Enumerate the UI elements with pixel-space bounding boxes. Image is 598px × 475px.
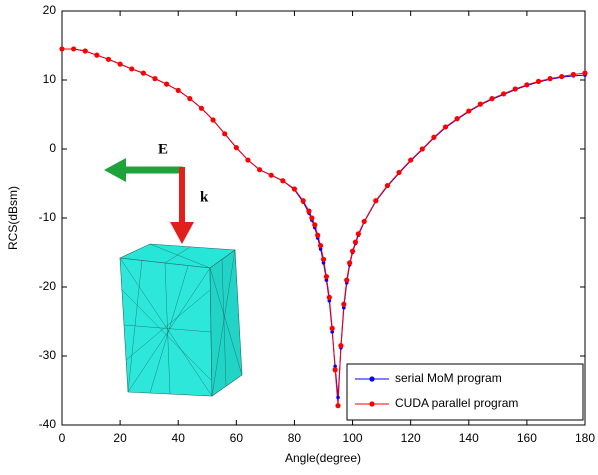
series-point (312, 222, 317, 227)
e-label: E (158, 141, 168, 157)
y-tick-label: -40 (39, 417, 57, 431)
series-point (280, 178, 285, 183)
x-tick-label: 180 (575, 431, 595, 445)
series-point (341, 302, 346, 307)
series-point (333, 367, 338, 372)
series-point (385, 183, 390, 188)
x-tick-label: 0 (59, 431, 66, 445)
series-point (234, 145, 239, 150)
series-point (466, 108, 471, 113)
series-point (164, 82, 169, 87)
y-tick-label: 0 (49, 141, 56, 155)
x-tick-label: 20 (113, 431, 127, 445)
series-point (222, 131, 227, 136)
x-tick-label: 100 (343, 431, 363, 445)
series-point (536, 79, 541, 84)
series-point (269, 173, 274, 178)
x-tick-label: 40 (172, 431, 186, 445)
y-axis-label: RCS(dBsm) (6, 186, 20, 250)
series-point (336, 396, 340, 400)
series-point (353, 240, 358, 245)
series-point (408, 157, 413, 162)
series-point (420, 146, 425, 151)
y-tick-label: -10 (39, 210, 57, 224)
series-point (571, 72, 576, 77)
series-point (187, 96, 192, 101)
series-point (199, 106, 204, 111)
series-point (59, 46, 64, 51)
series-point (431, 135, 436, 140)
series-point (344, 278, 349, 283)
series-point (152, 76, 157, 81)
series-point (309, 215, 314, 220)
legend-label: serial MoM program (395, 371, 502, 385)
x-tick-label: 80 (288, 431, 302, 445)
series-point (478, 102, 483, 107)
x-tick-label: 120 (401, 431, 421, 445)
series-point (582, 71, 587, 76)
series-point (356, 231, 361, 236)
series-point (141, 71, 146, 76)
series-point (501, 91, 506, 96)
series-point (292, 186, 297, 191)
series-point (321, 257, 326, 262)
series-point (327, 295, 332, 300)
series-point (210, 117, 215, 122)
x-tick-label: 160 (517, 431, 537, 445)
series-point (559, 74, 564, 79)
series-point (315, 233, 320, 238)
series-point (443, 124, 448, 129)
series-point (350, 249, 355, 254)
y-tick-label: -20 (39, 279, 57, 293)
x-tick-label: 140 (459, 431, 479, 445)
series-point (306, 209, 311, 214)
series-point (129, 66, 134, 71)
series-point (396, 170, 401, 175)
series-point (83, 48, 88, 53)
legend-label: CUDA parallel program (395, 396, 518, 410)
chart: E k Angle(degree) RCS(dBsm) 020406080100… (0, 0, 598, 470)
series-point (324, 274, 329, 279)
series-point (106, 57, 111, 62)
series-point (176, 88, 181, 93)
series-point (301, 198, 306, 203)
x-axis-label: Angle(degree) (285, 451, 361, 465)
y-tick-label: 20 (43, 3, 57, 17)
series-point (524, 82, 529, 87)
y-tick-label: -30 (39, 348, 57, 362)
legend-marker (369, 376, 374, 381)
series-point (338, 343, 343, 348)
series-point (373, 198, 378, 203)
series-point (245, 157, 250, 162)
series-point (513, 86, 518, 91)
series-point (257, 167, 262, 172)
series-point (489, 96, 494, 101)
series-point (347, 260, 352, 265)
y-tick-label: 10 (43, 72, 57, 86)
series-point (362, 219, 367, 224)
legend: serial MoM program CUDA parallel program (347, 364, 583, 420)
series-point (318, 243, 323, 248)
series-point (118, 62, 123, 67)
x-tick-label: 60 (230, 431, 244, 445)
series-point (330, 326, 335, 331)
series-point (71, 46, 76, 51)
series-point (94, 53, 99, 58)
legend-marker (369, 401, 374, 406)
k-label: k (200, 189, 209, 205)
series-point (455, 116, 460, 121)
series-point (335, 403, 340, 408)
series-point (548, 76, 553, 81)
